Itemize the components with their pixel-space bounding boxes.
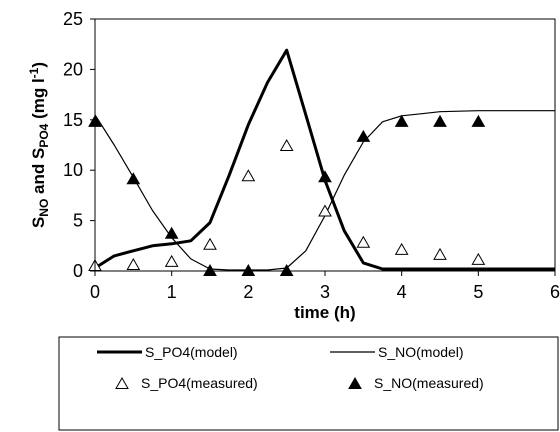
series-s-po4-model <box>94 48 555 271</box>
data-point <box>394 242 409 255</box>
y-axis-label-part: -1 <box>27 67 41 78</box>
data-point <box>471 252 486 265</box>
data-point <box>394 114 409 127</box>
y-tick-label: 15 <box>63 110 83 130</box>
data-point <box>164 254 179 267</box>
data-point <box>164 226 179 239</box>
legend-box <box>58 336 559 431</box>
y-axis-label-part: (mg l <box>29 78 48 123</box>
y-axis-label-part: NO <box>37 199 51 217</box>
data-point <box>203 237 217 250</box>
x-tick-label: 1 <box>167 282 177 302</box>
data-point <box>279 139 294 152</box>
x-tick-label: 4 <box>397 282 407 302</box>
legend: S_PO4(model) S_NO(model) S_PO4(measured) S_… <box>58 336 559 431</box>
legend-label: S_PO4(measured) <box>141 375 258 391</box>
data-point <box>126 257 141 270</box>
data-point <box>203 263 217 276</box>
series-line <box>94 110 555 271</box>
x-tick-label: 5 <box>473 282 483 302</box>
legend-label: S_NO(measured) <box>374 375 484 391</box>
data-point <box>241 169 256 182</box>
legend-swatch <box>115 376 129 389</box>
data-point <box>433 247 447 260</box>
data-point <box>318 204 332 217</box>
axes: 0 5 10 15 20 25 0 1 2 3 4 5 6 <box>63 9 560 302</box>
series-s-po4-measured <box>88 139 486 271</box>
legend-label: S_PO4(model) <box>145 344 238 360</box>
data-point <box>356 129 371 142</box>
y-axis-label-part: S <box>29 148 48 159</box>
x-tick-label: 6 <box>550 282 560 302</box>
x-tick-label: 2 <box>243 282 253 302</box>
y-axis-label-part: ) <box>29 62 48 68</box>
y-tick-label: 10 <box>63 160 83 180</box>
data-point <box>471 114 486 127</box>
y-axis-label: SNO and SPO4 (mg l-1) <box>27 62 51 228</box>
data-point <box>433 114 447 127</box>
data-point <box>318 170 332 183</box>
series-line <box>94 48 555 271</box>
legend-label: S_NO(model) <box>378 344 464 360</box>
y-tick-label: 20 <box>63 59 83 79</box>
y-tick-label: 5 <box>73 211 83 231</box>
legend-swatch <box>348 376 362 389</box>
data-point <box>356 235 371 248</box>
y-tick-label: 0 <box>73 261 83 281</box>
y-axis-label-part: S <box>29 217 48 228</box>
data-point <box>126 172 141 185</box>
series-s-no-model <box>94 110 555 271</box>
plot-area <box>88 48 555 276</box>
plot-frame <box>94 18 556 272</box>
x-tick-label: 0 <box>90 282 100 302</box>
y-tick-label: 25 <box>63 9 83 29</box>
y-axis-label-part: PO4 <box>37 123 51 147</box>
x-axis-label: time (h) <box>294 303 355 322</box>
x-tick-label: 3 <box>320 282 330 302</box>
data-point <box>279 263 294 276</box>
y-axis-label-part: and <box>29 159 48 199</box>
